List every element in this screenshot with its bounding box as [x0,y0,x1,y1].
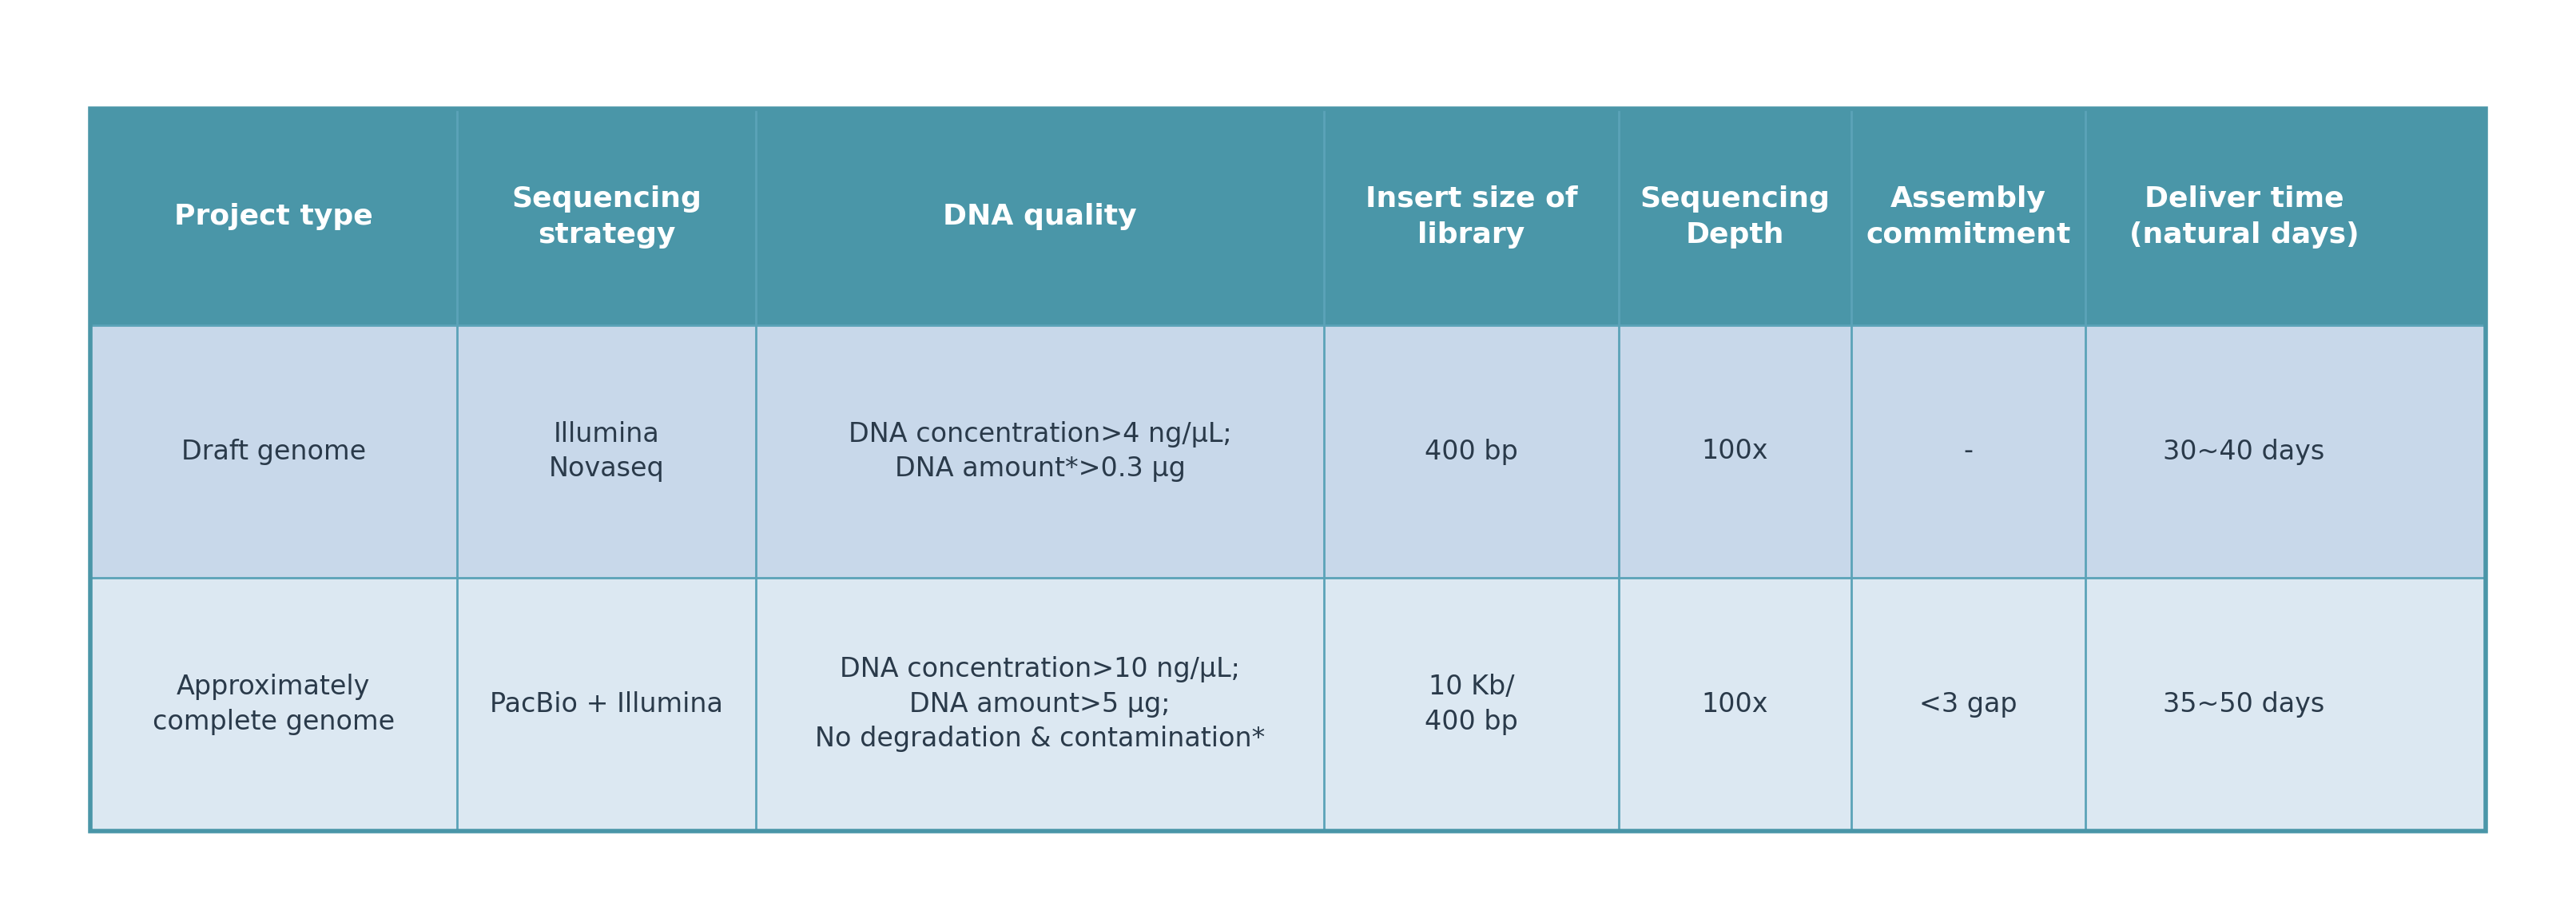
Text: Assembly
commitment: Assembly commitment [1865,185,2071,248]
Text: 30~40 days: 30~40 days [2164,438,2324,465]
Text: -: - [1963,438,1973,465]
Text: PacBio + Illumina: PacBio + Illumina [489,691,724,718]
Bar [90,108,2486,325]
Bar [90,325,2486,578]
Text: 400 bp: 400 bp [1425,438,1517,465]
Text: Illumina
Novaseq: Illumina Novaseq [549,421,665,482]
Text: Insert size of
library: Insert size of library [1365,185,1577,248]
Text: DNA concentration>4 ng/μL;
DNA amount*>0.3 μg: DNA concentration>4 ng/μL; DNA amount*>0… [848,421,1231,482]
Text: <3 gap: <3 gap [1919,691,2017,718]
Text: Sequencing
strategy: Sequencing strategy [513,185,701,248]
Text: 10 Kb/
400 bp: 10 Kb/ 400 bp [1425,674,1517,735]
Text: 100x: 100x [1700,691,1767,718]
Bar [90,578,2486,831]
Text: Deliver time
(natural days): Deliver time (natural days) [2128,185,2360,248]
Text: DNA quality: DNA quality [943,203,1136,230]
Text: Approximately
complete genome: Approximately complete genome [152,674,394,735]
Text: 100x: 100x [1700,438,1767,465]
Bar [90,108,2486,831]
Text: Draft genome: Draft genome [180,438,366,465]
Text: Sequencing
Depth: Sequencing Depth [1641,185,1829,248]
Text: DNA concentration>10 ng/μL;
DNA amount>5 μg;
No degradation & contamination*: DNA concentration>10 ng/μL; DNA amount>5… [814,656,1265,752]
Text: 35~50 days: 35~50 days [2164,691,2324,718]
Text: Project type: Project type [175,203,374,230]
